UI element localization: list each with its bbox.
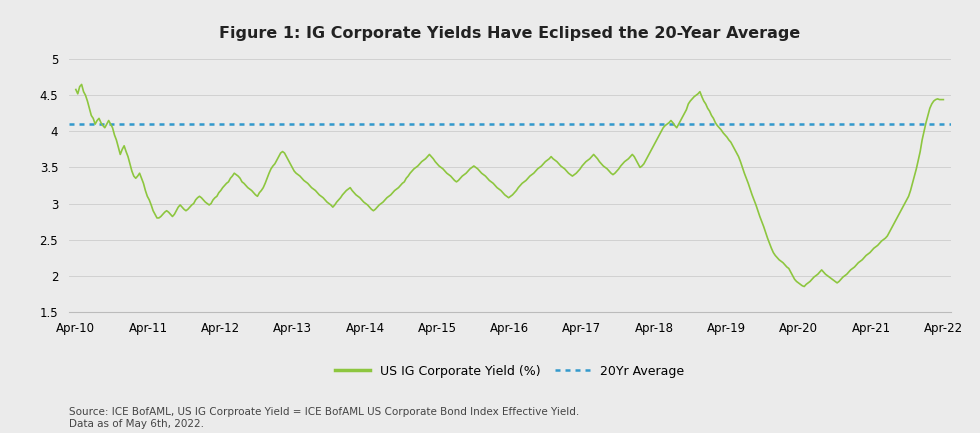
Text: Source: ICE BofAML, US IG Corproate Yield = ICE BofAML US Corporate Bond Index E: Source: ICE BofAML, US IG Corproate Yiel… <box>69 407 579 429</box>
Legend: US IG Corporate Yield (%), 20Yr Average: US IG Corporate Yield (%), 20Yr Average <box>335 365 684 378</box>
Title: Figure 1: IG Corporate Yields Have Eclipsed the 20-Year Average: Figure 1: IG Corporate Yields Have Eclip… <box>219 26 801 41</box>
